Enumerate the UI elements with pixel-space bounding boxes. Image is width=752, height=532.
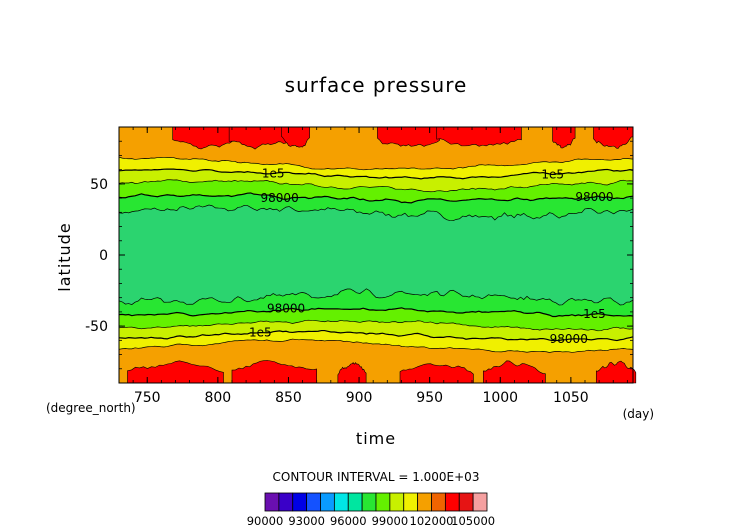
colorbar-swatch [375,492,391,512]
band-96000-97000 [119,205,633,306]
contour-label: 98000 [261,191,299,205]
band-102000-105000-blob [595,360,637,384]
y-tick-label: 50 [90,177,108,193]
colorbar-swatch [278,492,294,512]
x-axis-ticks: 750 800 850 900 950 1000 1050 [118,127,628,406]
colorbar-tick-label: 99000 [372,514,409,528]
colorbar-swatch [306,492,321,512]
contour-label: 1e5 [583,307,606,321]
y-tick-label: 0 [99,248,108,264]
contour-line [118,329,634,342]
colorbar-swatch [431,492,446,512]
x-tick-label: 850 [275,390,302,406]
contour-label: 98000 [575,190,613,204]
x-tick-label: 1050 [553,390,589,406]
colorbar-tick-label: 96000 [330,514,367,528]
band-102000-105000-blob [483,360,546,384]
band-102000-105000-blob [377,126,440,147]
chart-title: surface pressure [285,73,468,97]
contour-interval: CONTOUR INTERVAL = 1.000E+03 [273,470,480,484]
band-102000-105000-blob [436,126,522,147]
contour-label: 98000 [550,332,588,346]
y-tick-label: -50 [85,319,108,335]
contour-line [118,156,634,171]
y-axis-ticks: 50 0 -50 [85,126,633,384]
contour-label: 1e5 [262,166,285,180]
colorbar-swatch [347,492,363,512]
colorbar-swatch [458,492,474,512]
colorbar-swatch [361,492,377,512]
colorbar-swatch [320,492,335,512]
contour-line [118,204,634,222]
contour-line [118,338,634,353]
colorbar-swatch [292,492,308,512]
colorbar [264,492,488,512]
y-axis-label: latitude [55,222,74,291]
band-102000-105000-blob [231,360,317,384]
colorbar-tick-label: 102000 [410,514,454,528]
x-tick-label: 800 [204,390,231,406]
x-axis-units: (day) [623,407,654,421]
x-axis-label: time [356,429,396,448]
contour-line [118,192,634,204]
contour-line [118,168,634,180]
colorbar-swatch [444,492,460,512]
band-102000-105000-blob [552,126,576,149]
contour-lines [118,156,634,353]
plot-area [119,126,637,384]
colorbar-swatch [264,492,280,512]
colorbar-swatch [389,492,405,512]
colorbar-swatch [472,492,488,512]
contour-label: 98000 [267,302,305,316]
colorbar-tick-label: 105000 [451,514,495,528]
contour-line [118,319,634,332]
colorbar-tick-label: 90000 [247,514,284,528]
x-tick-label: 950 [416,390,443,406]
contour-label: 1e5 [541,167,564,181]
y-axis-units: (degree_north) [46,401,136,415]
band-102000-105000-blob [127,360,224,384]
colorbar-swatch [333,492,349,512]
colorbar-tick-label: 93000 [288,514,325,528]
x-tick-label: 750 [134,390,161,406]
contour-line [118,179,634,193]
band-102000-105000-blob [228,126,292,150]
contour-line [118,307,634,318]
colorbar-swatch [403,492,419,512]
band-102000-105000-blob [593,126,634,149]
x-tick-label: 1000 [482,390,518,406]
contour-line [118,288,634,306]
band-102000-105000-blob [399,363,474,384]
contour-label: 1e5 [249,326,272,340]
x-tick-label: 900 [346,390,373,406]
band-102000-105000-blob [172,126,236,150]
colorbar-swatch [417,492,432,512]
contour-labels: 1e5 98000 1e5 98000 98000 1e5 98000 1e5 [249,166,614,346]
